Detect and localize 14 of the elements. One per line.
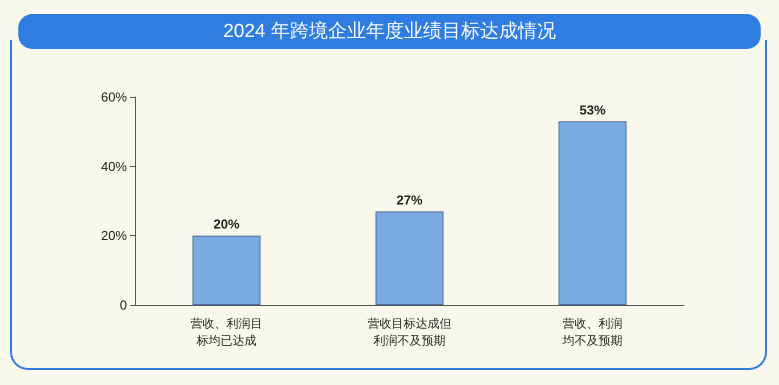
y-tick-label: 0 bbox=[120, 298, 127, 312]
x-tick-label: 营收、利润均不及预期 bbox=[562, 316, 622, 348]
bar bbox=[376, 211, 444, 305]
y-tick-label: 20% bbox=[100, 228, 128, 244]
data-label: 27% bbox=[396, 192, 423, 208]
y-tick-label: 40% bbox=[100, 158, 128, 174]
chart-title: 2024 年跨境企业年度业绩目标达成情况 bbox=[223, 20, 556, 42]
x-tick-label: 营收、利润目标均已达成 bbox=[190, 316, 262, 348]
bar bbox=[192, 236, 260, 305]
x-tick-label: 营收目标达成但利润不及预期 bbox=[368, 316, 452, 348]
data-label: 53% bbox=[579, 102, 606, 118]
y-tick-label: 60% bbox=[100, 90, 128, 104]
bar bbox=[558, 121, 626, 305]
data-label: 20% bbox=[213, 216, 240, 232]
